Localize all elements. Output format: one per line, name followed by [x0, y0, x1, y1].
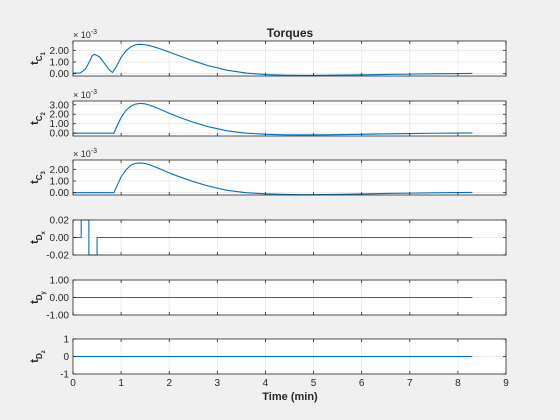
y-label-subsub: 2 — [41, 111, 47, 115]
axes-background — [73, 101, 506, 136]
x-tick-label: 4 — [263, 378, 269, 389]
y-tick-label: 0.00 — [50, 233, 70, 244]
y-tick-label: 2.00 — [50, 46, 70, 57]
y-tick-label: 2.00 — [50, 110, 70, 121]
y-label-main: t — [29, 180, 41, 184]
y-axis-label: tC3 — [29, 170, 47, 183]
y-tick-label: 1.00 — [50, 276, 70, 287]
y-tick-label: 1.00 — [50, 177, 70, 188]
y-axis-label: tC2 — [29, 111, 47, 124]
subplot-2: 0.001.002.003.00× 10-3 tC2 — [29, 89, 507, 140]
series-line-3 — [73, 162, 473, 196]
y-exponent-label: × 10-3 — [73, 89, 97, 100]
y-tick-label: 0.00 — [50, 293, 70, 304]
y-tick-label: 1 — [63, 335, 69, 346]
y-tick-label: 3.00 — [50, 100, 70, 111]
y-tick-label: 1.00 — [50, 58, 70, 69]
series-line-4 — [73, 219, 473, 256]
y-axis-label: tDx — [29, 230, 47, 243]
y-label-subsub: y — [41, 290, 47, 294]
y-tick-label: -1 — [60, 370, 69, 381]
y-tick-label: 0 — [63, 352, 69, 363]
y-label-sub: C — [35, 115, 44, 121]
y-label-subsub: x — [41, 230, 47, 234]
y-tick-label: 0.02 — [50, 216, 70, 227]
y-axis-label: tDy — [29, 290, 47, 303]
y-tick-label: -1.00 — [46, 311, 69, 322]
axes-box — [72, 40, 507, 77]
x-tick-label: 7 — [407, 378, 413, 389]
y-label-subsub: z — [41, 350, 47, 353]
figure-title: Torques — [267, 26, 314, 40]
x-tick-label: 0 — [70, 378, 76, 389]
y-tick-label: -0.02 — [46, 251, 69, 262]
y-exponent-label: × 10-3 — [73, 29, 97, 40]
y-tick-label: 0.00 — [50, 69, 70, 80]
y-label-main: t — [29, 121, 41, 125]
y-label-sub: D — [35, 234, 44, 240]
axes-box — [72, 100, 507, 137]
y-label-main: t — [29, 300, 41, 304]
series-line-2 — [73, 102, 473, 136]
y-tick-label: 0.00 — [50, 129, 70, 140]
x-tick-label: 6 — [359, 378, 365, 389]
subplot-1: 0.001.002.00× 10-3 tC1 — [29, 29, 507, 80]
y-exponent-power: -3 — [91, 29, 97, 36]
x-tick-label: 8 — [455, 378, 461, 389]
x-tick-label: 9 — [503, 378, 509, 389]
y-label-main: t — [29, 359, 41, 363]
axes-box — [72, 159, 507, 196]
y-tick-label: 1.00 — [50, 119, 70, 130]
y-exponent-base: × 10 — [73, 30, 91, 40]
x-tick-label: 1 — [118, 378, 124, 389]
y-label-main: t — [29, 240, 41, 244]
y-label-subsub: 1 — [41, 51, 47, 55]
y-tick-label: 2.00 — [50, 165, 70, 176]
y-exponent-label: × 10-3 — [73, 148, 97, 159]
y-label-sub: C — [35, 174, 44, 180]
series-line-1 — [72, 43, 473, 76]
x-tick-label: 5 — [311, 378, 317, 389]
y-label-subsub: 3 — [41, 170, 47, 174]
axes-background — [73, 41, 506, 76]
x-tick-label: 2 — [166, 378, 172, 389]
y-exponent-base: × 10 — [73, 149, 91, 159]
x-axis-label: Time (min) — [262, 391, 318, 403]
y-label-sub: D — [35, 353, 44, 359]
y-label-sub: C — [35, 55, 44, 61]
y-axis-label: tC1 — [29, 51, 47, 64]
x-tick-label: 3 — [215, 378, 221, 389]
y-exponent-power: -3 — [91, 89, 97, 96]
y-label-main: t — [29, 61, 41, 65]
y-exponent-power: -3 — [91, 148, 97, 155]
subplot-3: 0.001.002.00× 10-3 tC3 — [29, 148, 507, 199]
y-tick-label: 0.00 — [50, 188, 70, 199]
y-label-sub: D — [35, 294, 44, 300]
axes-background — [73, 160, 506, 195]
y-exponent-base: × 10 — [73, 90, 91, 100]
y-axis-label: tDz — [29, 350, 47, 362]
